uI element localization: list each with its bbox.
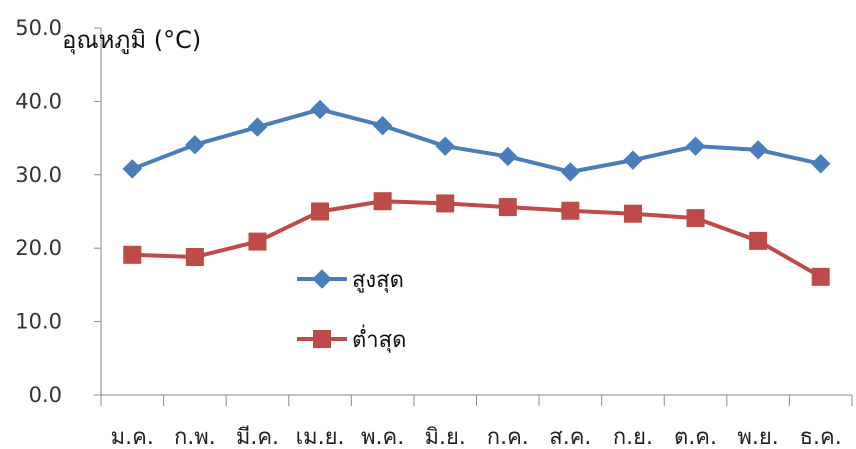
data-point	[185, 248, 204, 267]
data-point	[122, 159, 142, 179]
x-tick-label: มี.ค.	[236, 425, 279, 449]
data-point	[311, 202, 330, 221]
data-point	[811, 267, 830, 286]
data-point	[498, 198, 517, 217]
x-tick-label: มิ.ย.	[425, 425, 466, 449]
x-tick-label: ม.ค.	[111, 425, 154, 449]
x-tick-label: ต.ค.	[674, 425, 717, 449]
data-point	[373, 192, 392, 211]
data-point	[623, 204, 642, 223]
x-tick-label: เม.ย.	[296, 425, 345, 449]
y-tick-label: 30.0	[15, 163, 62, 187]
x-tick-label: ส.ค.	[549, 425, 591, 449]
data-point	[686, 209, 705, 228]
data-point	[248, 232, 267, 251]
x-tick-label: ก.พ.	[174, 425, 216, 449]
series-1	[122, 99, 831, 182]
data-point	[561, 201, 580, 220]
data-point	[185, 134, 205, 155]
legend-label: สูงสุด	[352, 268, 404, 293]
x-tick-label: ก.ย.	[613, 425, 653, 449]
y-tick-label: 50.0	[15, 16, 62, 40]
legend-swatch-marker	[312, 269, 332, 289]
series-2	[123, 192, 830, 286]
axes	[94, 27, 853, 406]
data-point	[685, 136, 706, 156]
y-tick-label: 40.0	[15, 89, 62, 113]
x-tick-label: พ.ย.	[737, 425, 778, 449]
legend: สูงสุดต่ำสุด	[297, 268, 406, 353]
y-tick-label: 20.0	[15, 236, 62, 260]
data-point	[498, 146, 518, 167]
x-tick-label: พ.ค.	[361, 425, 404, 449]
legend-item: ต่ำสุด	[297, 324, 406, 353]
series-line	[132, 199, 822, 279]
legend-swatch-marker	[313, 330, 331, 348]
data-point	[247, 117, 268, 137]
legend-label: ต่ำสุด	[352, 324, 406, 353]
data-point	[560, 162, 581, 182]
series-line	[131, 107, 822, 174]
series-layer	[122, 99, 831, 286]
data-point	[436, 194, 455, 213]
data-point	[310, 99, 330, 120]
y-tick-label: 10.0	[15, 310, 62, 334]
data-point	[435, 136, 455, 156]
legend-item: สูงสุด	[297, 268, 404, 293]
data-point	[372, 115, 393, 136]
data-point	[623, 150, 643, 170]
y-axis-ticks: 0.0 10.0 20.0 30.0 40.0 50.0	[15, 16, 62, 407]
data-point	[749, 231, 768, 250]
y-tick-label: 0.0	[29, 383, 62, 407]
data-point	[748, 140, 768, 160]
y-axis-title: อุณหภูมิ (°C)	[62, 26, 201, 55]
x-tick-label: ธ.ค.	[800, 425, 842, 449]
data-point	[811, 154, 831, 174]
data-point	[123, 245, 142, 264]
x-tick-label: ก.ค.	[487, 425, 529, 449]
x-axis-ticks: ม.ค. ก.พ. มี.ค. เม.ย. พ.ค. มิ.ย. ก.ค. ส.ค. ก.ย. ต…	[111, 425, 842, 449]
